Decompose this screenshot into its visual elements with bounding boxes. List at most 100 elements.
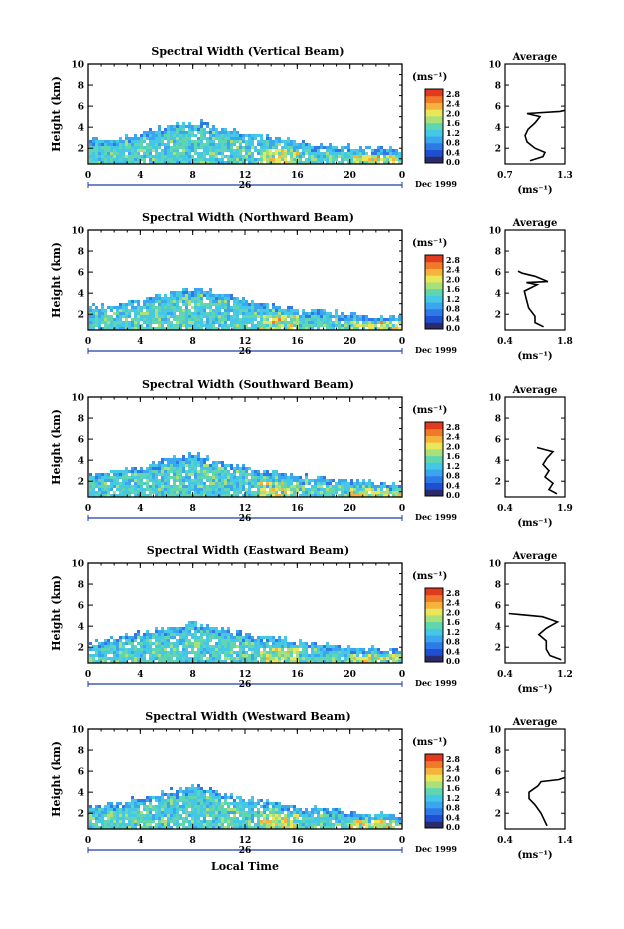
heatmap-cell	[281, 639, 284, 642]
heatmap-cell	[281, 146, 284, 149]
heatmap-cell	[233, 802, 236, 805]
heatmap-cell	[248, 645, 251, 648]
heatmap-cell	[188, 137, 191, 140]
heatmap-cell	[188, 461, 191, 464]
heatmap-cell	[152, 312, 155, 315]
heatmap-cell	[128, 479, 131, 482]
heatmap-cell	[125, 143, 128, 146]
heatmap-cell	[386, 494, 389, 497]
heatmap-cell	[143, 134, 146, 137]
heatmap-cell	[200, 479, 203, 482]
heatmap-cell	[155, 651, 158, 654]
heatmap-cell	[122, 303, 125, 306]
heatmap-cell	[272, 482, 275, 485]
heatmap-cell	[176, 494, 179, 497]
heatmap-cell	[182, 300, 185, 303]
heatmap-cell	[374, 152, 377, 155]
heatmap-cell	[227, 636, 230, 639]
heatmap-cell	[176, 633, 179, 636]
heatmap-cell	[191, 479, 194, 482]
heatmap-cell	[203, 648, 206, 651]
heatmap-cell	[362, 321, 365, 324]
x-tick-label: 4	[137, 670, 143, 680]
heatmap-cell	[311, 479, 314, 482]
heatmap-cell	[287, 306, 290, 309]
heatmap-cell	[185, 624, 188, 627]
heatmap-cell	[176, 654, 179, 657]
heatmap-cell	[281, 476, 284, 479]
heatmap-cell	[155, 315, 158, 318]
heatmap-cell	[125, 318, 128, 321]
heatmap-cell	[362, 318, 365, 321]
heatmap-cell	[176, 158, 179, 161]
heatmap-cell	[392, 654, 395, 657]
heatmap-cell	[143, 137, 146, 140]
heatmap-cell	[131, 473, 134, 476]
heatmap-cell	[242, 648, 245, 651]
heatmap-cell	[251, 146, 254, 149]
heatmap-cell	[221, 464, 224, 467]
colorbar-tick-label: 0.4	[446, 313, 460, 323]
heatmap-cell	[149, 306, 152, 309]
heatmap-cell	[245, 467, 248, 470]
heatmap-cell	[218, 324, 221, 327]
heatmap-cell	[128, 805, 131, 808]
heatmap-cell	[341, 820, 344, 823]
heatmap-cell	[272, 654, 275, 657]
heatmap-cell	[104, 811, 107, 814]
y-tick-label: 10	[71, 61, 84, 71]
heatmap-cell	[89, 143, 92, 146]
heatmap-cell	[398, 327, 401, 330]
heatmap-cell	[161, 327, 164, 330]
heatmap-cell	[149, 796, 152, 799]
heatmap-cell	[200, 651, 203, 654]
heatmap-cell	[224, 312, 227, 315]
heatmap-cell	[224, 485, 227, 488]
heatmap-cell	[290, 482, 293, 485]
heatmap-cell	[263, 312, 266, 315]
heatmap-cell	[389, 488, 392, 491]
heatmap-cell	[191, 651, 194, 654]
heatmap-cell	[233, 152, 236, 155]
heatmap-cell	[212, 327, 215, 330]
heatmap-cell	[305, 476, 308, 479]
heatmap-cell	[302, 312, 305, 315]
heatmap-cell	[305, 817, 308, 820]
heatmap-cell	[164, 309, 167, 312]
heatmap-cell	[278, 327, 281, 330]
heatmap-cell	[119, 476, 122, 479]
heatmap-cell	[212, 479, 215, 482]
heatmap-cell	[242, 300, 245, 303]
heatmap-cell	[248, 485, 251, 488]
heatmap-cell	[344, 479, 347, 482]
heatmap-cell	[254, 645, 257, 648]
heatmap-cell	[167, 793, 170, 796]
heatmap-cell	[254, 639, 257, 642]
heatmap-cell	[260, 482, 263, 485]
heatmap-cell	[242, 473, 245, 476]
heatmap-cell	[353, 817, 356, 820]
heatmap-cell	[137, 494, 140, 497]
y-tick-label: 6	[78, 768, 84, 778]
heatmap-cell	[326, 479, 329, 482]
heatmap-cell	[359, 155, 362, 158]
colorbar-tick-label: 2.0	[446, 274, 460, 284]
heatmap-cell	[239, 482, 242, 485]
heatmap-cell	[185, 636, 188, 639]
heatmap-cell	[224, 143, 227, 146]
heatmap-cell	[215, 467, 218, 470]
heatmap-cell	[248, 315, 251, 318]
heatmap-cell	[179, 137, 182, 140]
y-axis-label: Height (km)	[50, 575, 63, 651]
heatmap-cell	[173, 155, 176, 158]
heatmap-cell	[116, 143, 119, 146]
heatmap-cell	[131, 645, 134, 648]
heatmap-cell	[332, 149, 335, 152]
heatmap-cell	[179, 131, 182, 134]
heatmap-cell	[383, 324, 386, 327]
heatmap-cell	[215, 485, 218, 488]
heatmap-cell	[182, 131, 185, 134]
heatmap-cell	[200, 321, 203, 324]
heatmap-cell	[188, 476, 191, 479]
heatmap-cell	[164, 149, 167, 152]
